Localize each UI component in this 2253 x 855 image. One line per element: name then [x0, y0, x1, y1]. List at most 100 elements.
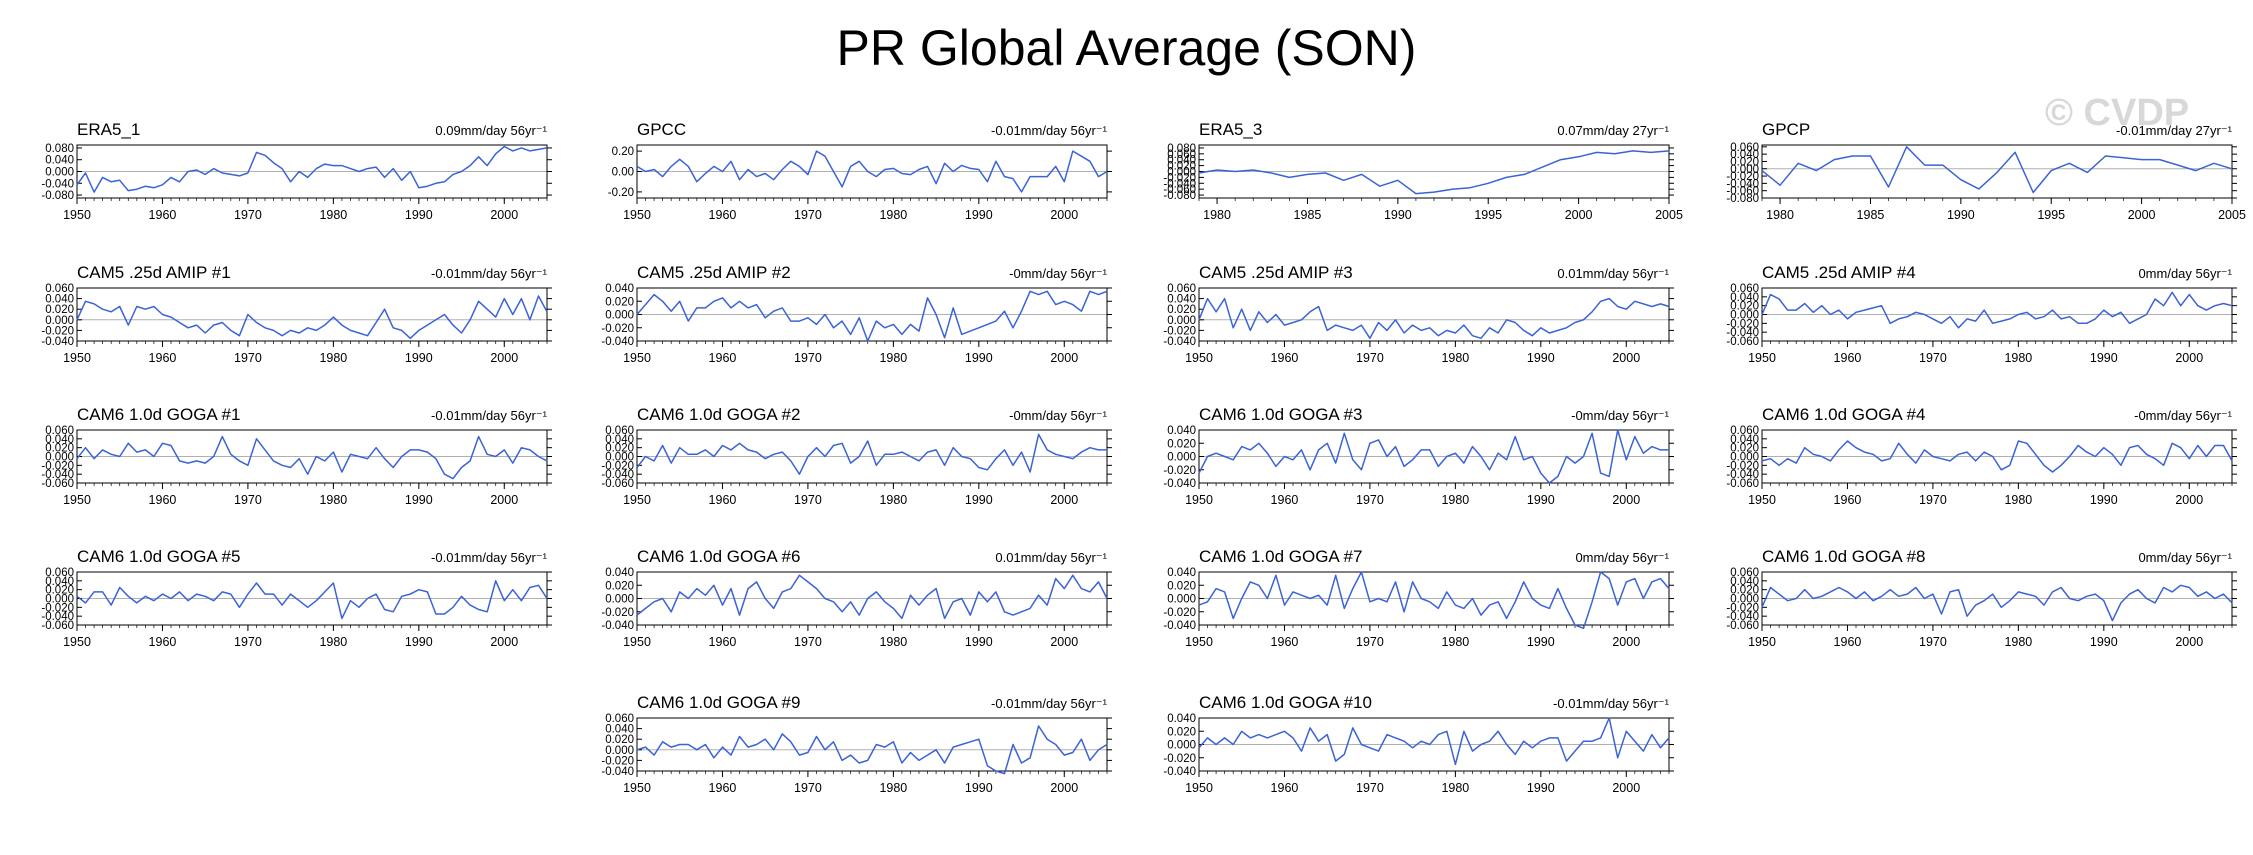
panel-title: ERA5_1 [77, 120, 140, 139]
y-tick-label: 0.040 [45, 576, 74, 588]
y-tick-label: 0.040 [1167, 713, 1196, 725]
x-tick-label: 1980 [319, 493, 347, 507]
x-tick-label: 1960 [1834, 351, 1862, 365]
x-tick-label: 1980 [1766, 208, 1794, 222]
y-tick-label: 0.020 [45, 585, 74, 597]
trend-label: -0.01mm/day 56yr⁻¹ [431, 408, 548, 423]
chart-panel: CAM6 1.0d GOGA #7 0mm/day 56yr⁻¹ 0.0400.02… [1163, 547, 1674, 649]
y-tick-label: 0.020 [1730, 156, 1759, 168]
y-tick-label: 0.060 [45, 425, 74, 437]
y-tick-label: -0.020 [1726, 602, 1759, 614]
y-tick-label: 0.060 [1730, 142, 1759, 154]
trend-label: 0.07mm/day 27yr⁻¹ [1557, 123, 1669, 138]
panel-title: GPCC [637, 120, 686, 139]
panel-title: CAM6 1.0d GOGA #4 [1762, 405, 1925, 424]
x-tick-label: 1960 [1271, 351, 1299, 365]
y-tick-label: 0.020 [1730, 585, 1759, 597]
trend-label: -0mm/day 56yr⁻¹ [1571, 408, 1670, 423]
y-tick-label: -0.040 [601, 336, 634, 348]
x-tick-label: 1970 [234, 351, 262, 365]
x-tick-label: 1970 [794, 351, 822, 365]
trend-label: 0mm/day 56yr⁻¹ [1575, 550, 1669, 565]
trend-label: 0.01mm/day 56yr⁻¹ [1557, 266, 1669, 281]
series-line [636, 290, 1108, 342]
x-tick-label: 1960 [1834, 493, 1862, 507]
y-tick-label: -0.020 [1163, 465, 1196, 477]
y-tick-label: 0.020 [1167, 580, 1196, 592]
y-tick-label: 0.000 [45, 452, 74, 464]
y-tick-label: 0.000 [1730, 452, 1759, 464]
y-tick-label: -0.060 [1726, 478, 1759, 490]
y-tick-label: -0.040 [41, 469, 74, 481]
x-tick-label: 1980 [319, 351, 347, 365]
y-tick-label: -0.040 [1163, 478, 1196, 490]
x-tick-label: 1990 [2090, 351, 2118, 365]
trend-label: -0.01mm/day 56yr⁻¹ [431, 550, 548, 565]
chart-panel: CAM6 1.0d GOGA #3 -0mm/day 56yr⁻¹0.0400.0… [1163, 405, 1674, 507]
series-line [636, 725, 1108, 775]
y-tick-label: -0.020 [41, 325, 74, 337]
chart-panel: CAM5 .25d AMIP #4 0mm/day 56yr⁻¹ 0.0600.04… [1726, 263, 2237, 365]
trend-label: 0mm/day 56yr⁻¹ [2138, 266, 2232, 281]
series-line [636, 574, 1108, 620]
y-tick-label: -0.020 [601, 323, 634, 335]
x-tick-label: 1990 [1527, 493, 1555, 507]
y-tick-label: 0.000 [45, 315, 74, 327]
x-tick-label: 1960 [149, 208, 177, 222]
y-tick-label: -0.040 [1163, 178, 1196, 190]
y-tick-label: 0.040 [605, 724, 634, 736]
panel-title: CAM6 1.0d GOGA #3 [1199, 405, 1362, 424]
x-tick-label: 1960 [1834, 635, 1862, 649]
x-tick-label: 1950 [1748, 351, 1776, 365]
chart-panel: ERA5_1 0.09mm/day 56yr⁻¹0.0800.0400.000-0… [41, 120, 552, 222]
panel-title: CAM6 1.0d GOGA #7 [1199, 547, 1362, 566]
y-tick-label: 0.000 [1167, 315, 1196, 327]
x-tick-label: 1990 [1527, 351, 1555, 365]
y-tick-label: -0.060 [1726, 186, 1759, 198]
x-tick-label: 1990 [405, 208, 433, 222]
y-tick-label: -0.040 [1726, 327, 1759, 339]
page-title: PR Global Average (SON) [836, 20, 1417, 76]
y-tick-label: 0.000 [605, 310, 634, 322]
x-tick-label: 1950 [63, 208, 91, 222]
y-tick-label: 0.000 [605, 594, 634, 606]
series-line [76, 580, 548, 620]
panel-title: CAM5 .25d AMIP #3 [1199, 263, 1353, 282]
series-line [636, 433, 1107, 475]
panel-title: GPCP [1762, 120, 1810, 139]
y-tick-label: 0.000 [1730, 310, 1759, 322]
x-tick-label: 1950 [1185, 351, 1213, 365]
x-tick-label: 2000 [1612, 635, 1640, 649]
x-tick-label: 1990 [1527, 781, 1555, 795]
x-tick-label: 1980 [2004, 493, 2032, 507]
y-tick-label: 0.000 [605, 452, 634, 464]
x-tick-label: 1960 [1271, 781, 1299, 795]
x-tick-label: 1980 [879, 208, 907, 222]
panel-title: CAM5 .25d AMIP #1 [77, 263, 231, 282]
x-tick-label: 1990 [965, 351, 993, 365]
x-tick-label: 1960 [709, 635, 737, 649]
y-tick-label: 0.040 [1167, 425, 1196, 437]
y-tick-label: 0.020 [605, 580, 634, 592]
chart-panel: CAM5 .25d AMIP #3 0.01mm/day 56yr⁻¹0.0600… [1163, 263, 1674, 365]
plot-frame [636, 717, 1108, 772]
x-tick-label: 2000 [490, 635, 518, 649]
trend-label: -0.01mm/day 56yr⁻¹ [991, 123, 1108, 138]
x-tick-label: 1950 [623, 781, 651, 795]
x-tick-label: 1980 [1441, 351, 1469, 365]
y-tick-label: -0.040 [1163, 620, 1196, 632]
x-tick-label: 1990 [405, 493, 433, 507]
x-tick-label: 1950 [623, 208, 651, 222]
x-tick-label: 2005 [2218, 208, 2246, 222]
x-tick-label: 1980 [319, 208, 347, 222]
x-tick-label: 2000 [1050, 493, 1078, 507]
plot-frame [1198, 287, 1670, 342]
trend-label: -0.01mm/day 56yr⁻¹ [431, 266, 548, 281]
x-tick-label: 1985 [1857, 208, 1885, 222]
y-tick-label: 0.20 [612, 146, 634, 158]
x-tick-label: 1970 [1356, 351, 1384, 365]
y-tick-label: 0.040 [605, 283, 634, 295]
y-tick-label: -0.040 [41, 178, 74, 190]
y-tick-label: 0.080 [1167, 143, 1196, 155]
y-tick-label: 0.040 [1730, 292, 1759, 304]
